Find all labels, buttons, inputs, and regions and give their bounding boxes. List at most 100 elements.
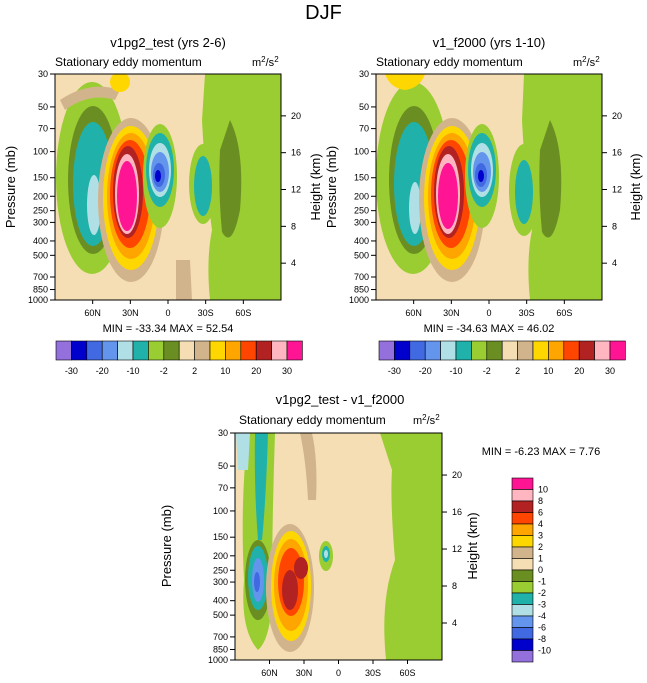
colorbar-swatch (511, 558, 534, 571)
colorbar-label: -20 (419, 366, 432, 376)
colorbar-label: 8 (538, 496, 543, 506)
colorbar-swatch (240, 340, 257, 361)
colorbar-label: -1 (538, 577, 546, 587)
colorbar-label: -4 (538, 611, 546, 621)
contour-pos-5 (282, 570, 298, 610)
min-max-label: MIN = -33.34 MAX = 52.54 (103, 323, 234, 335)
colorbar-swatch (511, 615, 534, 628)
y2-tick-label: 12 (452, 544, 462, 554)
colorbar-label: -10 (126, 366, 139, 376)
colorbar-swatch (511, 512, 534, 525)
min-max-label: MIN = -6.23 MAX = 7.76 (482, 446, 601, 458)
colorbar-label: 30 (605, 366, 615, 376)
colorbar-swatch (71, 340, 88, 361)
contour-green-sh (522, 74, 602, 300)
figure-title: DJF (305, 2, 342, 24)
colorbar-label: 2 (538, 542, 543, 552)
y2-tick-label: 16 (612, 148, 622, 158)
colorbar-swatch (286, 340, 303, 361)
colorbar-label: 2 (515, 366, 520, 376)
colorbar-swatch (471, 340, 488, 361)
x-tick-label: 60N (405, 308, 422, 318)
colorbar-swatch (511, 592, 534, 605)
contour-green-sh (380, 433, 442, 660)
y2-tick-label: 8 (291, 221, 296, 231)
colorbar-label: -10 (449, 366, 462, 376)
y2-axis-label: Height (km) (308, 153, 323, 220)
colorbar-swatch (511, 581, 534, 594)
contour-pos-7 (438, 163, 458, 229)
x-tick-label: 30N (122, 308, 139, 318)
y-tick-label: 700 (33, 272, 48, 282)
contour-eq-6 (155, 170, 161, 182)
panel-title: v1pg2_test (yrs 2-6) (110, 35, 226, 50)
contour-eq-3 (324, 550, 328, 558)
x-tick-label: 60S (235, 308, 251, 318)
panel-difference: v1pg2_test - v1_f2000 Stationary eddy mo… (159, 392, 600, 678)
colorbar-swatch (163, 340, 180, 361)
units-base: m (252, 57, 261, 69)
y-axis-right: 20 16 12 8 4 (602, 111, 622, 268)
colorbar-swatch (501, 340, 518, 361)
y-tick-label: 200 (354, 191, 369, 201)
colorbar-swatch (148, 340, 165, 361)
units-exp2: 2 (595, 55, 600, 64)
x-tick-label: 30S (198, 308, 214, 318)
y-tick-label: 70 (359, 124, 369, 134)
y-tick-label: 850 (354, 285, 369, 295)
colorbar-swatch (511, 638, 534, 651)
y2-tick-label: 12 (291, 185, 301, 195)
y2-tick-label: 20 (291, 111, 301, 121)
colorbar-swatch (563, 340, 580, 361)
colorbar-swatch (578, 340, 595, 361)
contour-pale-nh (236, 433, 250, 470)
colorbar-label: 20 (251, 366, 261, 376)
y2-tick-label: 8 (612, 221, 617, 231)
x-tick-label: 60N (84, 308, 101, 318)
min-max-label: MIN = -34.63 MAX = 46.02 (424, 323, 555, 335)
colorbar-swatch (55, 340, 72, 361)
y-tick-label: 150 (354, 173, 369, 183)
colorbar-label: -10 (538, 646, 551, 656)
y-tick-label: 50 (359, 102, 369, 112)
panel-test: v1pg2_test (yrs 2-6) Stationary eddy mom… (3, 35, 323, 335)
colorbar-label: -6 (538, 623, 546, 633)
y-tick-label: 250 (213, 565, 228, 575)
colorbar-swatch (225, 340, 242, 361)
colorbar-swatch (424, 340, 441, 361)
colorbar-swatch (511, 500, 534, 513)
panel-subtitle: Stationary eddy momentum (239, 413, 386, 427)
colorbar-swatch (271, 340, 288, 361)
colorbar-label: 0 (538, 565, 543, 575)
colorbar-label: -30 (388, 366, 401, 376)
colorbar-swatch (178, 340, 195, 361)
units-exp: 2 (582, 55, 587, 64)
x-tick-label: 60N (261, 668, 278, 678)
y-axis-label: Pressure (mb) (3, 146, 18, 228)
colorbar-swatch (378, 340, 395, 361)
y-tick-label: 500 (354, 250, 369, 260)
y2-tick-label: 8 (452, 581, 457, 591)
y-tick-label: 1000 (349, 295, 369, 305)
y2-axis-label: Height (km) (628, 153, 643, 220)
x-tick-label: 30N (443, 308, 460, 318)
y-tick-label: 1000 (28, 295, 48, 305)
contour-tan-top (60, 86, 120, 110)
x-tick-label: 0 (486, 308, 491, 318)
x-axis: 60N 30N 0 30S 60S (84, 300, 251, 318)
x-tick-label: 30N (296, 668, 313, 678)
units-base: m (573, 57, 582, 69)
units-label: m2/s2 (573, 55, 600, 69)
contour-field (55, 74, 281, 300)
x-tick-label: 0 (165, 308, 170, 318)
contour-tan-top (300, 433, 317, 500)
colorbar-swatch (594, 340, 611, 361)
y-tick-label: 150 (213, 532, 228, 542)
y-tick-label: 100 (213, 506, 228, 516)
y-tick-label: 1000 (208, 655, 228, 665)
contour-dblue-core (254, 572, 260, 592)
contour-top-pos (110, 74, 130, 92)
